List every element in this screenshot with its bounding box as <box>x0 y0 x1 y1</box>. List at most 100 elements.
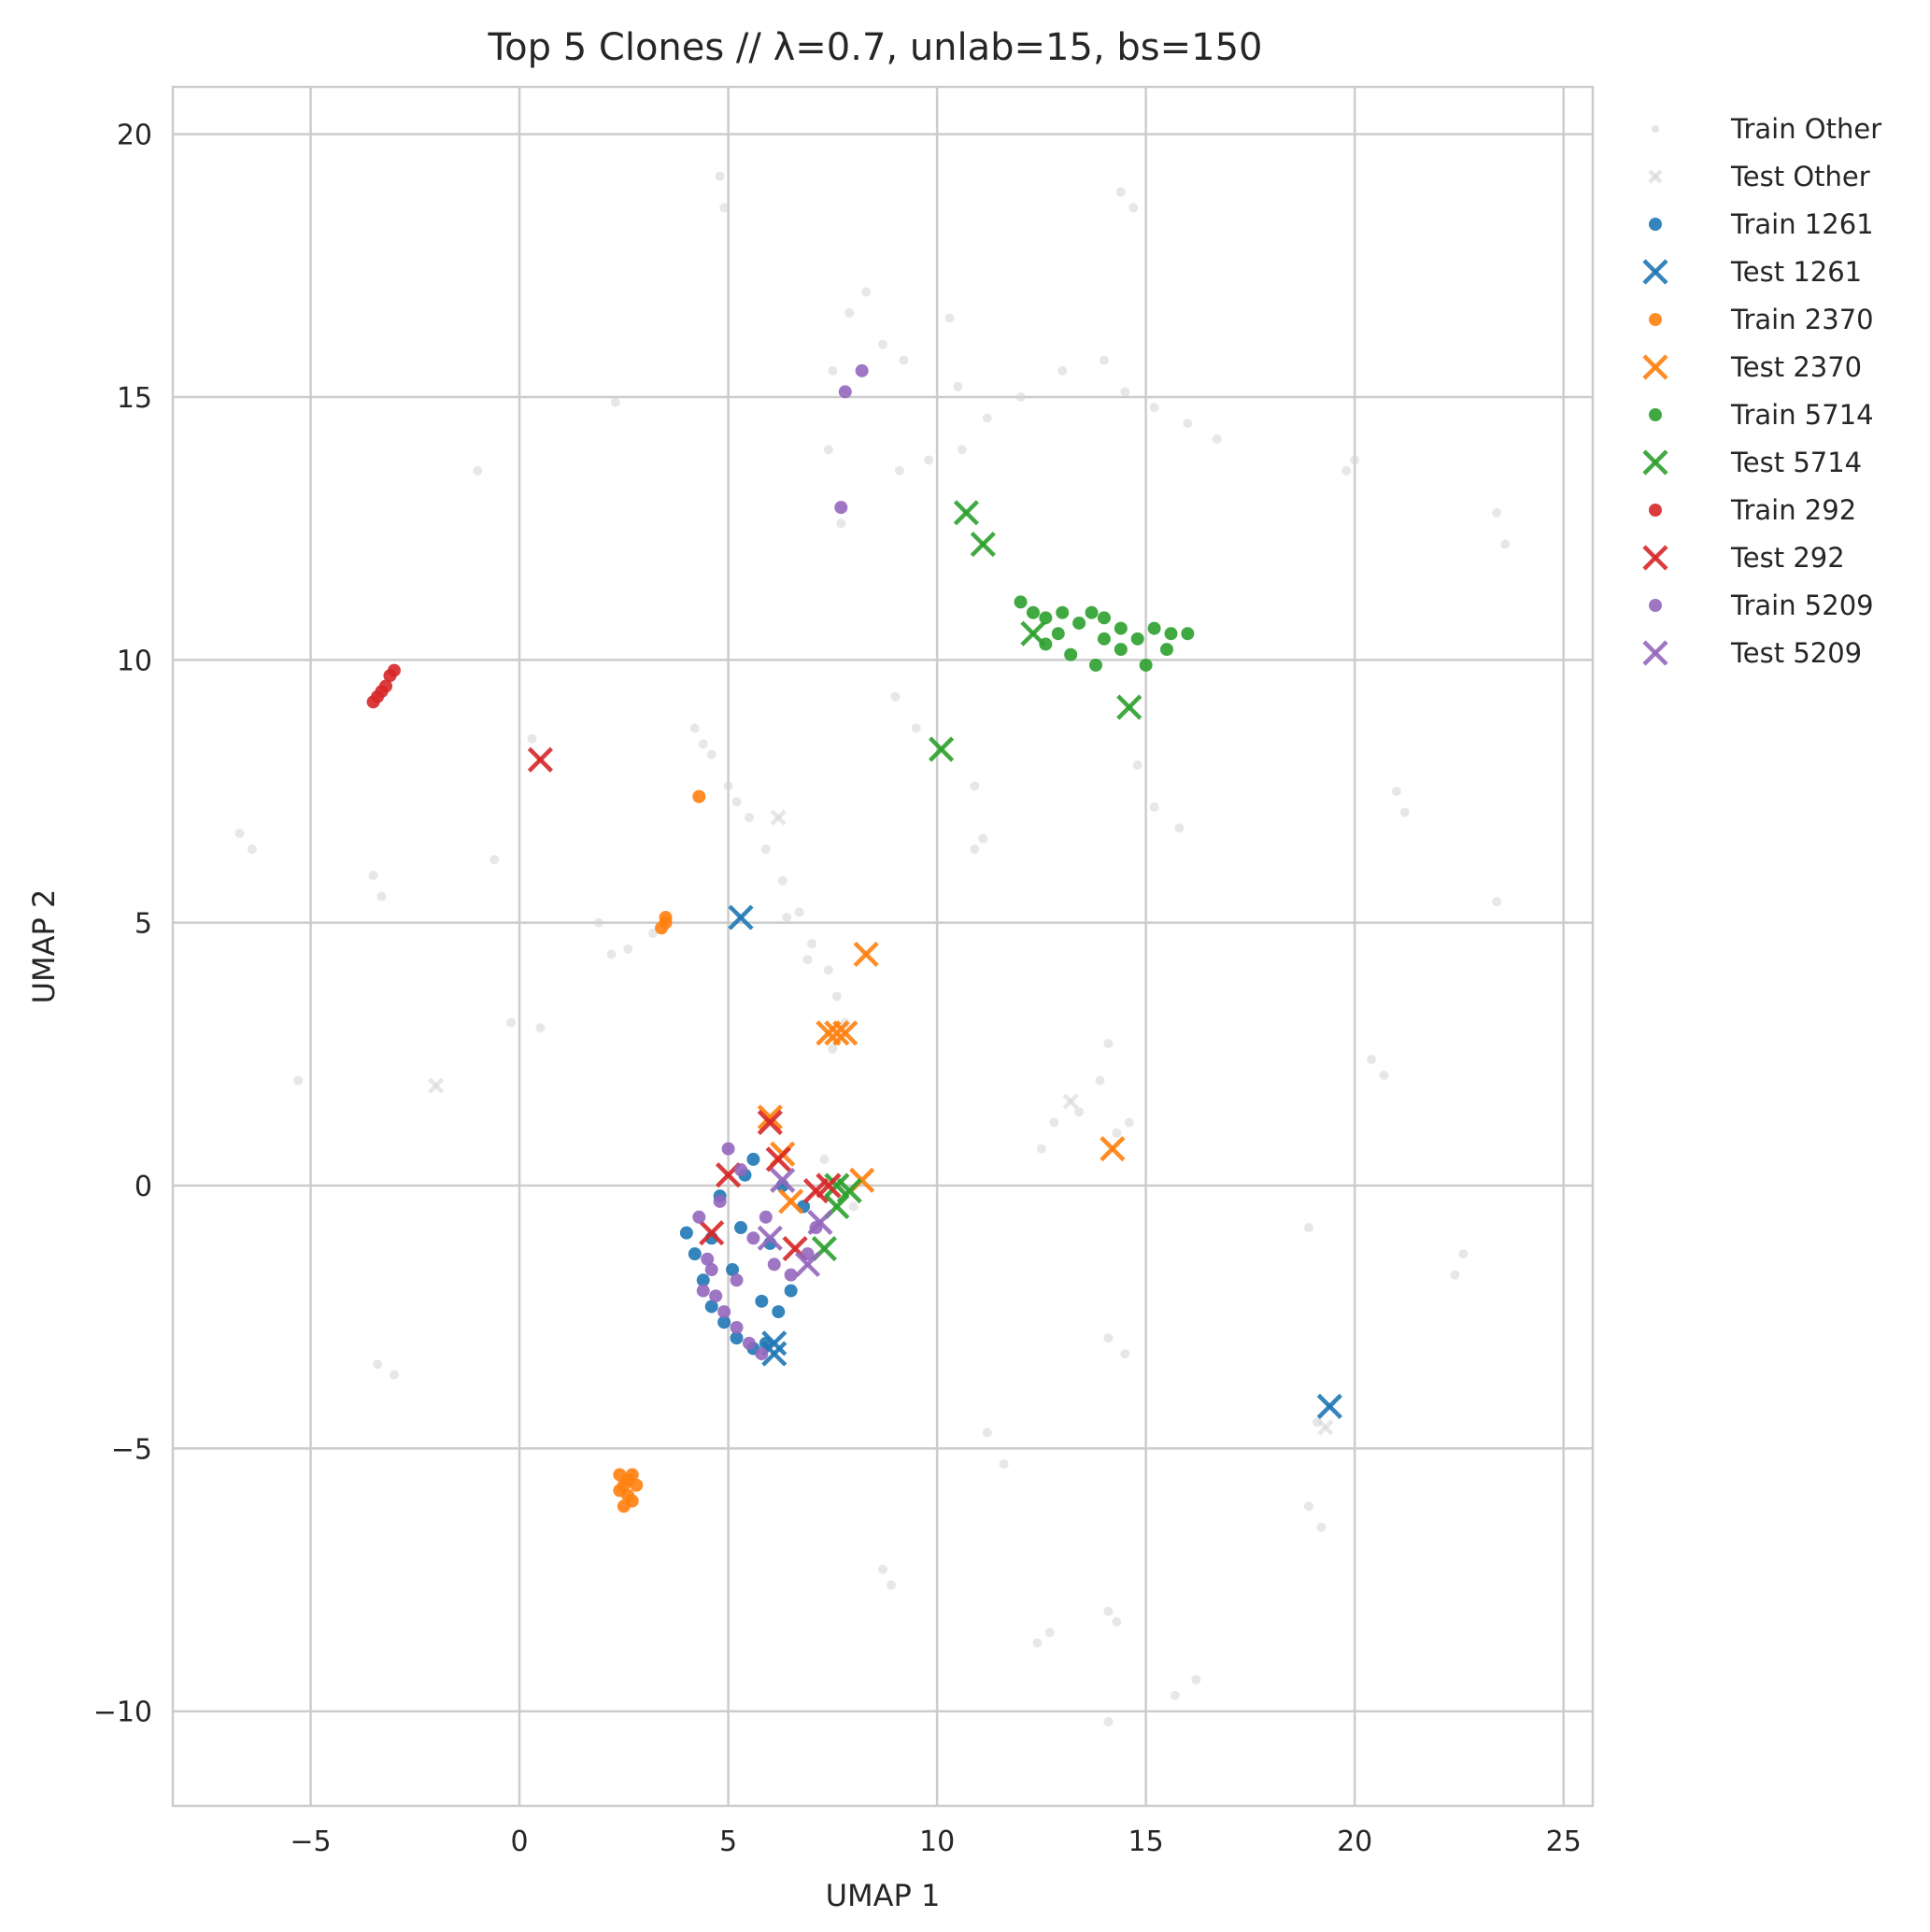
point-test-other <box>1317 1419 1334 1436</box>
point-train-1261 <box>784 1284 798 1298</box>
point-train-2370 <box>625 1468 639 1482</box>
point-test-5714 <box>1116 694 1142 720</box>
x-tick-label: 20 <box>1337 1825 1372 1858</box>
point-train-other <box>1074 1107 1085 1117</box>
point-train-other <box>1492 507 1502 518</box>
point-train-5714 <box>1164 627 1178 641</box>
point-train-other <box>807 939 816 949</box>
point-train-other <box>890 691 901 702</box>
point-train-other <box>828 1044 838 1054</box>
point-test-5209 <box>770 1167 796 1193</box>
point-train-2370 <box>692 789 706 803</box>
point-train-other <box>802 955 813 965</box>
point-train-other <box>944 313 955 323</box>
point-train-other <box>1170 1690 1180 1700</box>
point-train-other <box>1399 807 1410 817</box>
point-test-2370 <box>757 1104 783 1130</box>
legend-marker <box>1642 449 1668 476</box>
point-train-other <box>234 829 245 839</box>
point-train-other <box>911 723 921 733</box>
point-train-other <box>490 855 500 865</box>
point-train-5714 <box>1097 611 1111 625</box>
point-train-other <box>861 287 872 297</box>
point-train-5209 <box>834 501 848 515</box>
point-train-5209 <box>759 1210 773 1224</box>
y-tick-label: −5 <box>111 1433 152 1466</box>
point-train-other <box>794 907 804 917</box>
chart-title: Top 5 Clones // λ=0.7, unlab=15, bs=150 <box>488 26 1263 69</box>
point-train-other <box>698 739 708 749</box>
point-train-other <box>878 339 887 349</box>
point-train-1261 <box>755 1294 769 1308</box>
point-train-other <box>848 1201 859 1212</box>
point-train-other <box>970 781 980 791</box>
point-train-other <box>623 944 633 954</box>
point-train-other <box>1312 1417 1322 1428</box>
point-train-other <box>606 949 617 959</box>
point-train-other <box>1174 823 1185 833</box>
point-train-5714 <box>1114 621 1128 635</box>
point-test-5714 <box>928 736 955 762</box>
point-train-5209 <box>696 1284 710 1298</box>
point-train-5209 <box>704 1263 718 1277</box>
point-test-1261 <box>1316 1393 1342 1419</box>
point-train-5209 <box>713 1194 727 1208</box>
plot-area <box>173 87 1593 1806</box>
point-train-other <box>844 307 855 318</box>
point-train-5714 <box>1114 643 1128 657</box>
series-train-292 <box>366 663 401 709</box>
point-train-other <box>1036 1144 1046 1154</box>
y-tick-label: −10 <box>93 1697 152 1729</box>
point-train-other <box>1341 465 1352 476</box>
point-train-other <box>293 1075 304 1086</box>
point-train-other <box>1379 1070 1389 1080</box>
point-test-292 <box>816 1172 842 1199</box>
point-train-1261 <box>746 1152 760 1166</box>
point-train-other <box>1099 355 1109 365</box>
legend-marker <box>1649 313 1662 326</box>
point-train-other <box>1112 1617 1122 1627</box>
point-test-5209 <box>807 1209 833 1236</box>
point-train-other <box>1120 387 1130 397</box>
legend-label: Train 5209 <box>1730 590 1874 621</box>
point-train-other <box>831 991 842 1002</box>
point-train-5209 <box>755 1347 769 1361</box>
point-train-1261 <box>688 1247 702 1261</box>
point-test-2370 <box>853 941 879 968</box>
point-train-other <box>1367 1054 1377 1064</box>
point-train-other <box>894 465 904 476</box>
legend-entry-train-292: Train 292 <box>1649 494 1856 526</box>
point-train-other <box>1120 1349 1130 1359</box>
point-train-other <box>1183 419 1193 429</box>
point-train-other <box>1132 760 1142 770</box>
point-test-other <box>1062 1093 1079 1110</box>
point-train-other <box>594 917 603 928</box>
point-train-other <box>970 844 980 854</box>
legend-entry-train-other: Train Other <box>1652 113 1881 145</box>
point-train-other <box>828 365 838 376</box>
point-train-5209 <box>784 1268 798 1282</box>
legend-marker <box>1642 259 1668 285</box>
series-train-other <box>234 171 1511 1726</box>
point-train-5209 <box>855 363 869 377</box>
point-train-other <box>1149 802 1159 812</box>
point-train-5209 <box>801 1247 815 1261</box>
legend-label: Train Other <box>1730 113 1881 145</box>
legend-label: Test 5714 <box>1730 447 1862 478</box>
point-train-5714 <box>1026 605 1040 619</box>
legend-entry-test-other: Test Other <box>1648 161 1870 192</box>
legend-marker <box>1642 545 1668 571</box>
point-test-292 <box>699 1220 725 1246</box>
legend-marker <box>1649 504 1662 517</box>
point-train-5209 <box>709 1289 723 1303</box>
point-train-5209 <box>721 1142 735 1156</box>
point-train-other <box>1128 203 1139 213</box>
point-train-other <box>823 965 833 975</box>
point-train-other <box>1032 1638 1043 1648</box>
legend-label: Train 1261 <box>1730 208 1874 240</box>
point-train-other <box>760 844 771 854</box>
legend-label: Test 292 <box>1730 542 1845 574</box>
point-train-other <box>1492 897 1502 907</box>
point-test-2370 <box>824 1020 850 1046</box>
point-train-5209 <box>692 1210 706 1224</box>
